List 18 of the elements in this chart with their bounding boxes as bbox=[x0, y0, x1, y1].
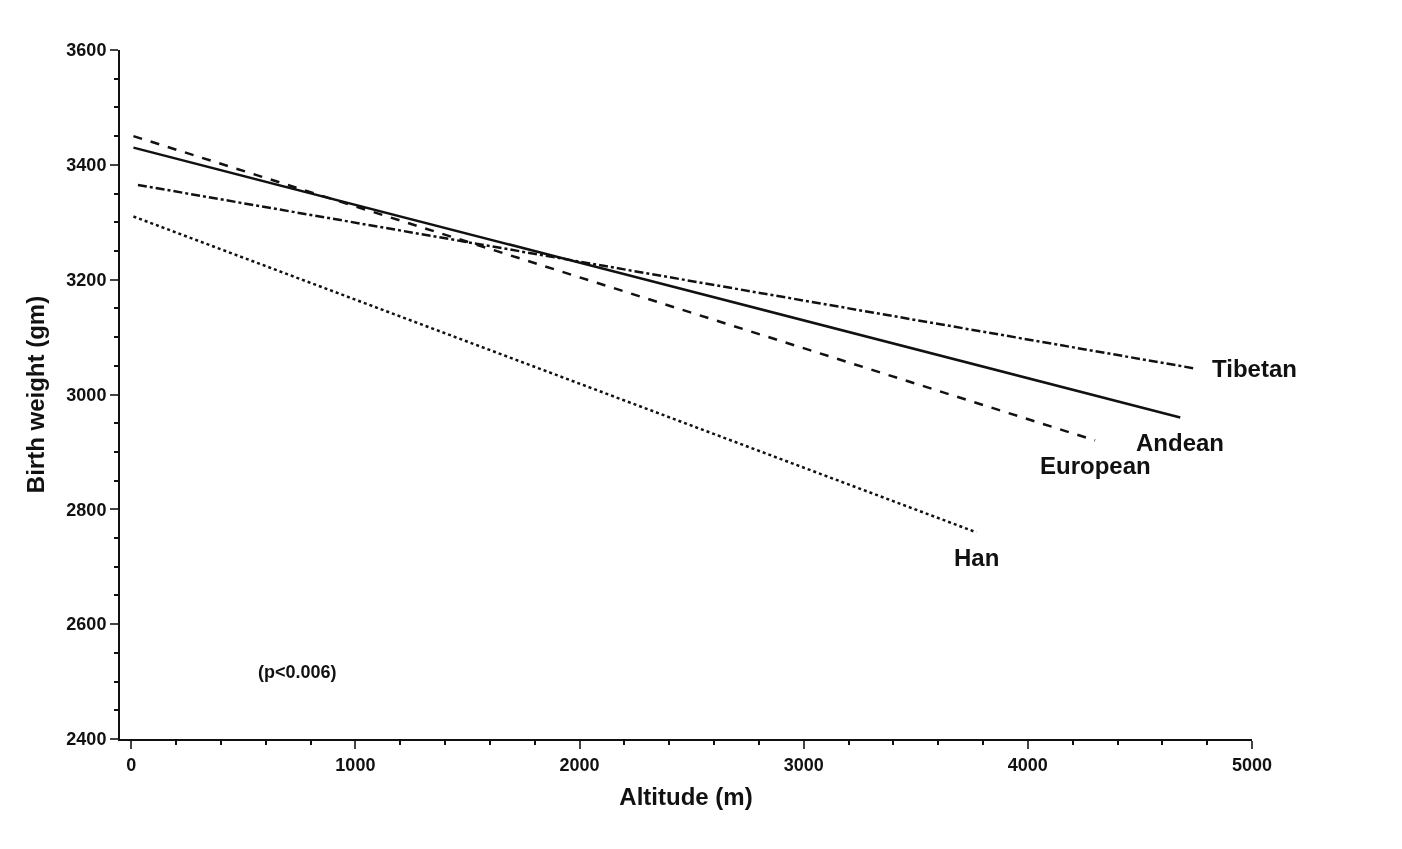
x-tick-label: 5000 bbox=[1231, 754, 1273, 775]
series-label: Tibetan bbox=[1212, 355, 1297, 382]
y-tick-label: 3200 bbox=[66, 269, 107, 290]
annotation: (p<0.006) bbox=[258, 662, 337, 682]
series-label: Han bbox=[954, 544, 1000, 571]
y-tick-label: 2800 bbox=[66, 499, 107, 520]
y-axis-title: Birth weight (gm) bbox=[21, 295, 49, 494]
y-tick-label: 3600 bbox=[66, 40, 107, 61]
x-tick-label: 1000 bbox=[335, 754, 376, 775]
y-tick-label: 3400 bbox=[66, 155, 107, 176]
y-tick-label: 3000 bbox=[66, 384, 107, 405]
x-tick-label: 2000 bbox=[559, 754, 600, 775]
x-tick-label: 3000 bbox=[783, 754, 824, 775]
x-tick-label: 4000 bbox=[1007, 754, 1048, 775]
y-tick-label: 2400 bbox=[66, 729, 107, 750]
x-axis-title: Altitude (m) bbox=[619, 783, 753, 811]
x-tick-label: 0 bbox=[126, 754, 137, 775]
y-tick-label: 2600 bbox=[66, 614, 107, 635]
